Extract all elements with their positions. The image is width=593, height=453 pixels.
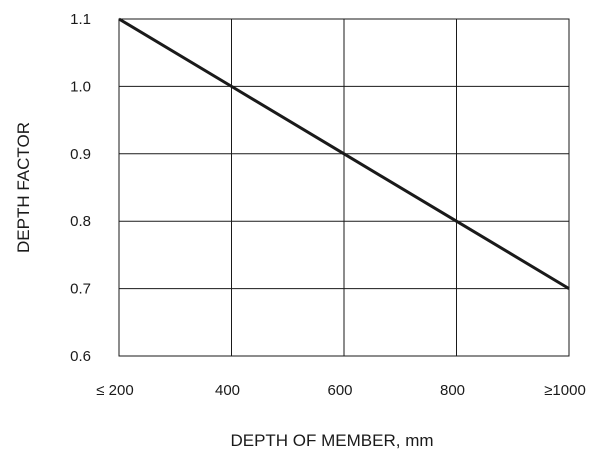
x-tick-label: ≥1000 — [544, 382, 586, 399]
y-tick-label: 0.8 — [70, 213, 91, 230]
y-axis-title: DEPTH FACTOR — [14, 122, 33, 253]
x-axis-tick-labels: ≤ 200 400 600 800 ≥1000 — [96, 382, 586, 399]
grid — [119, 19, 569, 356]
y-tick-label: 0.9 — [70, 146, 91, 163]
y-tick-label: 1.1 — [70, 11, 91, 28]
x-tick-label: ≤ 200 — [96, 382, 133, 399]
y-axis-tick-labels: 0.6 0.7 0.8 0.9 1.0 1.1 — [70, 11, 91, 365]
y-tick-label: 0.6 — [70, 348, 91, 365]
plot-frame — [118, 18, 570, 357]
x-axis-title: DEPTH OF MEMBER, mm — [230, 431, 433, 450]
series-layer — [118, 17, 570, 290]
x-tick-label: 400 — [215, 382, 240, 399]
y-tick-label: 0.7 — [70, 281, 91, 298]
x-tick-label: 800 — [440, 382, 465, 399]
y-tick-label: 1.0 — [70, 78, 91, 95]
x-tick-label: 600 — [327, 382, 352, 399]
